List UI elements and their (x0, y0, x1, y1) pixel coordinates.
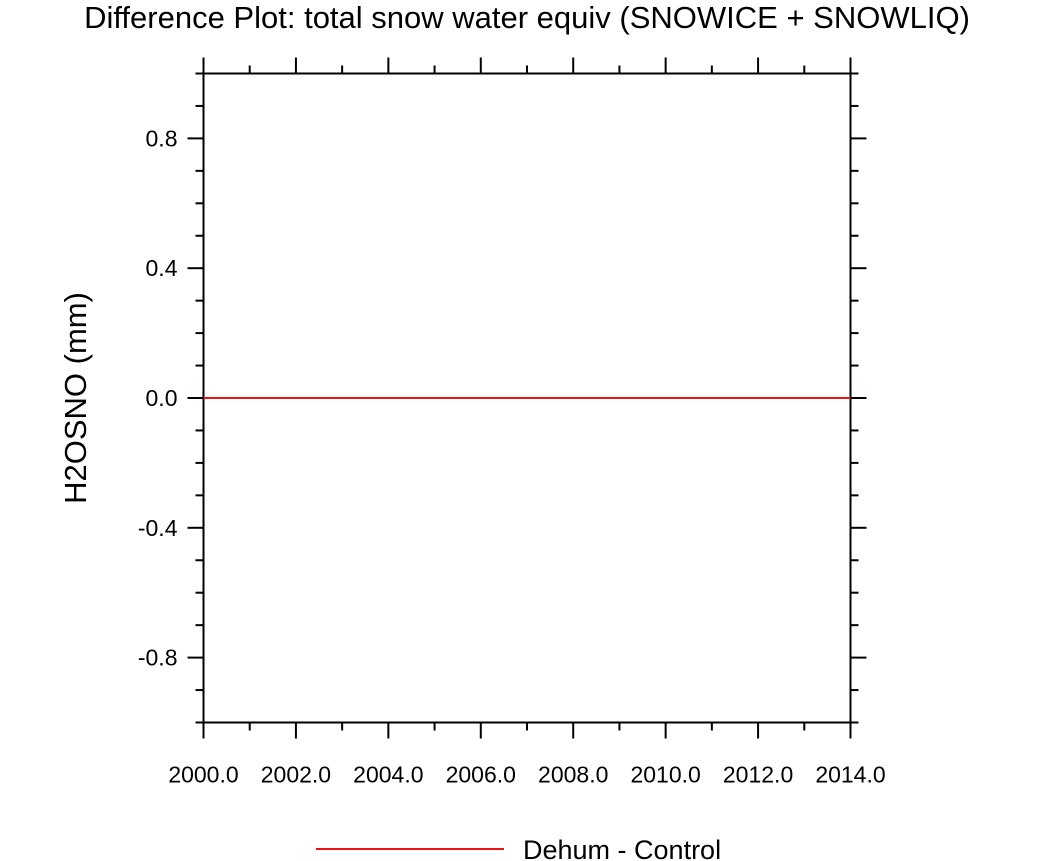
x-tick-label: 2000.0 (168, 762, 238, 788)
x-tick-label: 2002.0 (261, 762, 331, 788)
y-tick-label: 0.4 (146, 255, 178, 281)
x-tick-label: 2014.0 (815, 762, 885, 788)
x-axis-ticks: 2000.0 2002.0 2004.0 2006.0 2008.0 2010.0 2012… (168, 57, 886, 788)
y-tick-label: -0.8 (138, 645, 178, 671)
legend-entry-label: Dehum - Control (523, 835, 721, 861)
x-tick-label: 2008.0 (538, 762, 608, 788)
y-axis-ticks: -0.8 -0.4 0.0 0.4 0.8 (138, 72, 867, 724)
x-tick-label: 2010.0 (630, 762, 700, 788)
x-tick-label: 2006.0 (446, 762, 516, 788)
chart-title: Difference Plot: total snow water equiv … (84, 0, 970, 35)
x-tick-label: 2004.0 (353, 762, 423, 788)
legend: Dehum - Control (316, 835, 721, 861)
x-tick-label: 2012.0 (723, 762, 793, 788)
y-tick-label: -0.4 (138, 515, 178, 541)
y-tick-label: 0.0 (146, 385, 178, 411)
y-axis-label: H2OSNO (mm) (58, 292, 93, 504)
y-tick-label: 0.8 (146, 125, 178, 151)
